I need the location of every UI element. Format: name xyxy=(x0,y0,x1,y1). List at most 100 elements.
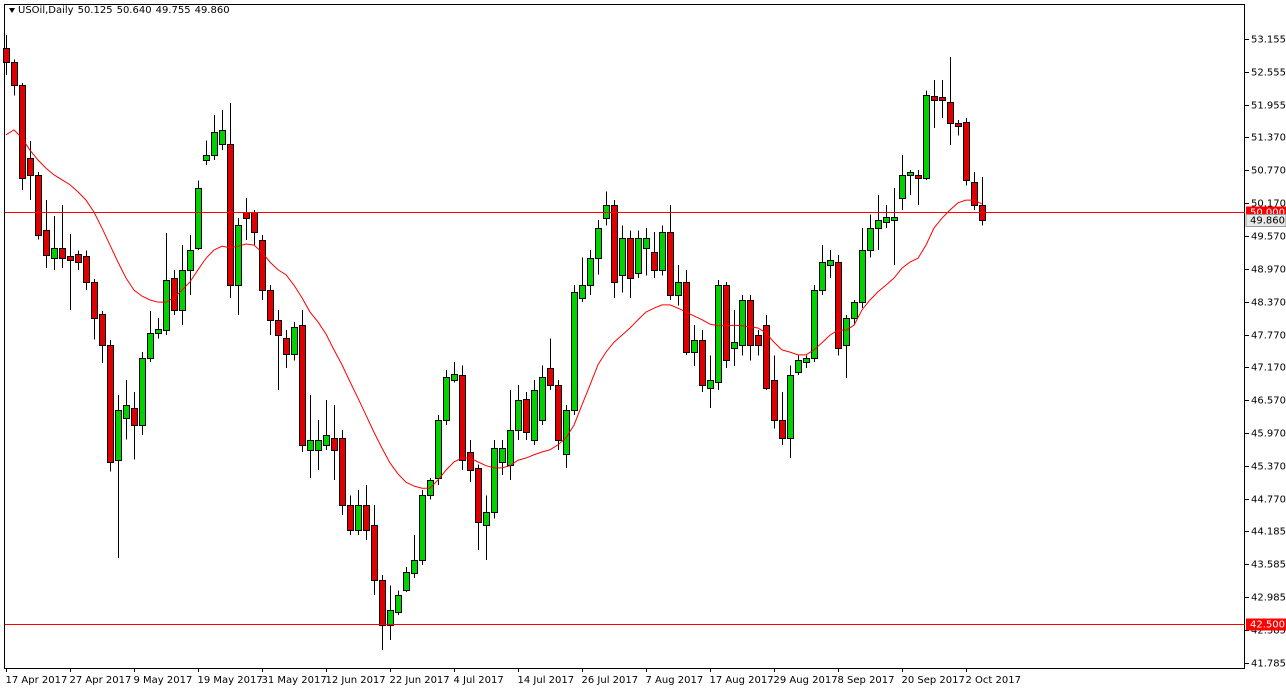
candle-body xyxy=(235,225,242,286)
candle-body xyxy=(3,48,10,63)
x-tick-label: 19 May 2017 xyxy=(198,675,263,686)
candle-body xyxy=(195,188,202,249)
y-tick-label: 51.370 xyxy=(1251,133,1286,144)
candle-body xyxy=(747,300,754,346)
candle-body xyxy=(739,300,746,346)
x-tick-label: 26 Jul 2017 xyxy=(582,675,639,686)
candle-body xyxy=(99,314,106,346)
quote: 50.640 xyxy=(116,5,152,16)
candle-body xyxy=(859,250,866,303)
candle-body xyxy=(659,232,666,271)
candle-body xyxy=(155,329,162,334)
candle-body xyxy=(675,282,682,296)
candle-body xyxy=(779,420,786,439)
candle-body xyxy=(915,175,922,179)
candle-body xyxy=(347,505,354,531)
candle-body xyxy=(11,62,18,86)
y-tick-label: 53.155 xyxy=(1251,35,1286,46)
x-tick-label: 7 Aug 2017 xyxy=(646,675,704,686)
y-tick-label: 45.970 xyxy=(1251,429,1286,440)
x-tick-label: 17 Apr 2017 xyxy=(6,675,68,686)
candle-body xyxy=(259,240,266,291)
y-tick-label: 45.370 xyxy=(1251,462,1286,473)
candle-body xyxy=(275,320,282,336)
candle-body xyxy=(59,248,66,259)
candle-body xyxy=(899,175,906,199)
candle-body xyxy=(763,325,770,389)
candle-body xyxy=(643,238,650,249)
y-tick-label: 42.385 xyxy=(1251,626,1286,637)
candle-body xyxy=(555,385,562,441)
candle-body xyxy=(419,495,426,561)
candle-body xyxy=(227,144,234,286)
candle-body xyxy=(939,97,946,101)
header: USOil,Daily 50.125 50.640 49.755 49.860 xyxy=(8,5,234,16)
y-tick-label: 41.785 xyxy=(1251,659,1286,670)
y-tick-label: 48.970 xyxy=(1251,265,1286,276)
candle-body xyxy=(867,228,874,251)
x-tick-label: 20 Sep 2017 xyxy=(902,675,965,686)
candle-body xyxy=(243,212,250,219)
candle-body xyxy=(19,85,26,179)
candle-body xyxy=(531,390,538,441)
quote: 49.755 xyxy=(155,5,191,16)
candle-body xyxy=(635,238,642,274)
y-tick-label: 48.370 xyxy=(1251,298,1286,309)
candle-body xyxy=(563,410,570,455)
candle-body xyxy=(587,258,594,286)
candle-body xyxy=(627,238,634,279)
candle-body xyxy=(331,438,338,451)
candle-body xyxy=(187,250,194,271)
y-tick-label: 47.770 xyxy=(1251,331,1286,342)
candle-body xyxy=(299,325,306,446)
candle-body xyxy=(691,340,698,353)
y-tick-label: 51.955 xyxy=(1251,101,1286,112)
x-tick-label: 22 Jun 2017 xyxy=(390,675,450,686)
candle-body xyxy=(179,270,186,311)
candle-body xyxy=(387,610,394,626)
candle-body xyxy=(363,505,370,531)
candle-body xyxy=(843,318,850,346)
symbol: USOil,Daily xyxy=(18,5,74,16)
candle-body xyxy=(811,290,818,359)
candle-body xyxy=(499,448,506,463)
candle-body xyxy=(307,440,314,451)
candle-body xyxy=(91,282,98,319)
candle-body xyxy=(715,285,722,383)
y-tick-label: 42.985 xyxy=(1251,593,1286,604)
x-tick-label: 2 Oct 2017 xyxy=(966,675,1021,686)
candle-body xyxy=(651,252,658,271)
candle-body xyxy=(83,256,90,283)
candle-body xyxy=(539,377,546,421)
y-tick-label: 44.770 xyxy=(1251,495,1286,506)
x-tick-label: 29 Aug 2017 xyxy=(774,675,838,686)
candle-body xyxy=(883,217,890,223)
candle-body xyxy=(515,400,522,431)
candle-body xyxy=(371,525,378,581)
candle-body xyxy=(547,368,554,386)
candle-body xyxy=(203,155,210,161)
x-tick-label: 31 May 2017 xyxy=(262,675,327,686)
x-tick-label: 12 Jun 2017 xyxy=(326,675,386,686)
candle-body xyxy=(787,375,794,439)
quote: 50.125 xyxy=(77,5,113,16)
candle-body xyxy=(75,254,82,263)
x-tick-label: 8 Sep 2017 xyxy=(838,675,895,686)
y-tick-label: 49.570 xyxy=(1251,232,1286,243)
candle-body xyxy=(283,338,290,355)
candle-body xyxy=(395,595,402,613)
x-tick-label: 14 Jul 2017 xyxy=(518,675,575,686)
candle-body xyxy=(667,232,674,296)
y-tick-label: 44.185 xyxy=(1251,527,1286,538)
candle-body xyxy=(723,285,730,361)
candle-body xyxy=(43,230,50,256)
candle-body xyxy=(923,95,930,179)
candle-body xyxy=(467,452,474,471)
candle-body xyxy=(27,158,34,176)
level-tag xyxy=(1246,618,1286,631)
candle-body xyxy=(35,175,42,236)
x-tick-label: 27 Apr 2017 xyxy=(70,675,132,686)
candle-body xyxy=(219,130,226,145)
